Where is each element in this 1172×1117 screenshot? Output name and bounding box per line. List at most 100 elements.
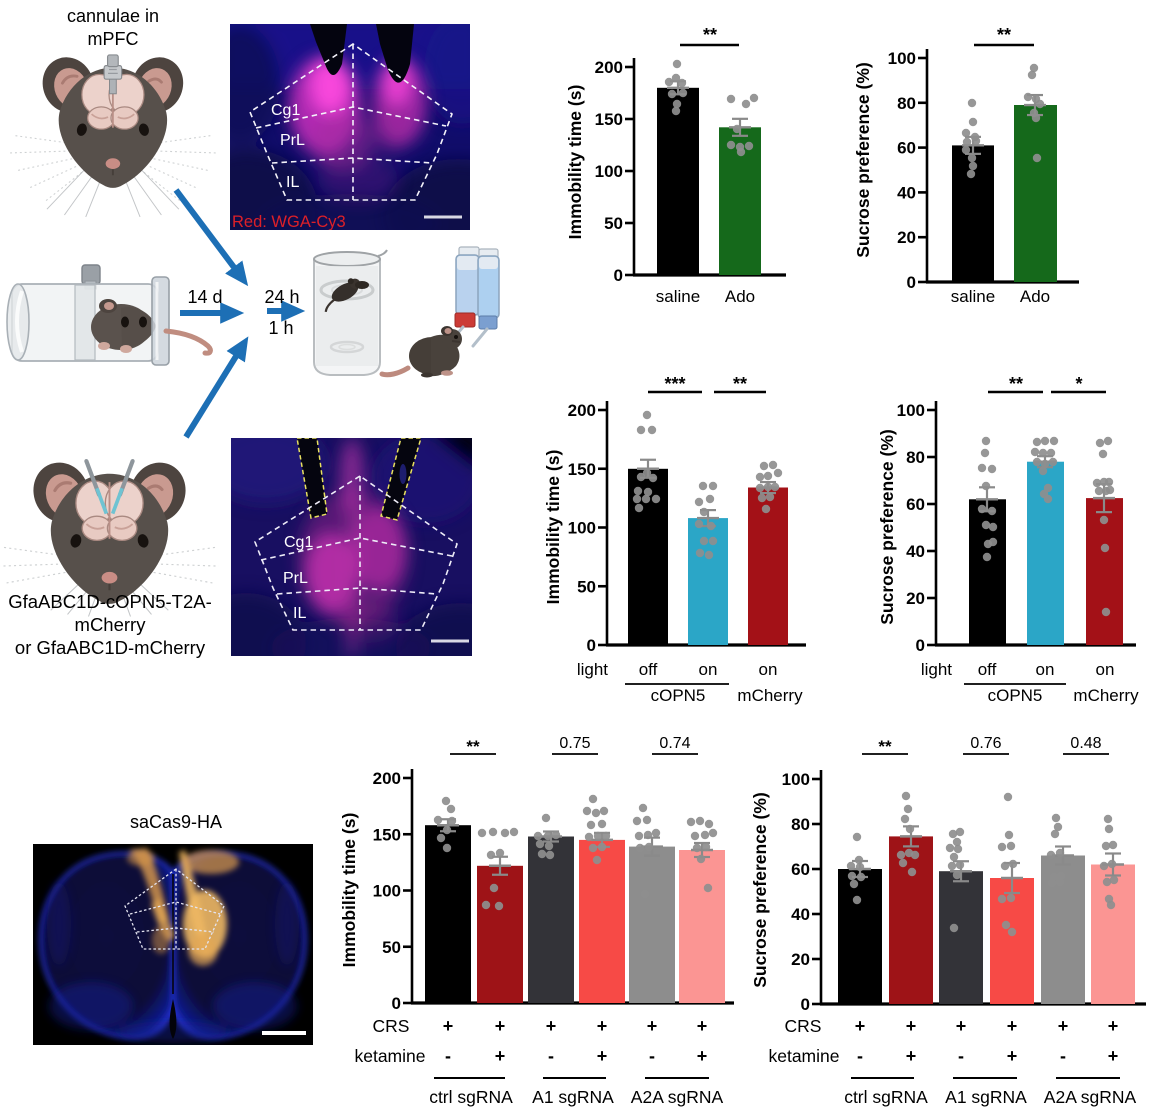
svg-text:+: + — [697, 1046, 708, 1066]
svg-text:20: 20 — [791, 950, 810, 969]
svg-text:+: + — [1007, 1046, 1018, 1066]
svg-text:+: + — [855, 1016, 866, 1036]
svg-text:40: 40 — [906, 542, 925, 561]
svg-text:80: 80 — [906, 448, 925, 467]
svg-text:200: 200 — [595, 58, 623, 77]
svg-text:Cg1: Cg1 — [284, 534, 313, 551]
svg-text:*: * — [1075, 374, 1082, 394]
svg-text:Sucrose preference (%): Sucrose preference (%) — [853, 62, 873, 258]
svg-text:80: 80 — [897, 94, 916, 113]
svg-text:+: + — [597, 1046, 608, 1066]
svg-text:mCherry: mCherry — [75, 614, 147, 635]
svg-text:Ado: Ado — [725, 287, 755, 306]
svg-text:+: + — [495, 1016, 506, 1036]
svg-text:-: - — [958, 1046, 964, 1066]
svg-text:+: + — [495, 1046, 506, 1066]
svg-text:20: 20 — [906, 589, 925, 608]
svg-text:50: 50 — [382, 938, 401, 957]
svg-text:A1 sgRNA: A1 sgRNA — [532, 1087, 614, 1107]
svg-text:ketamine: ketamine — [768, 1046, 839, 1066]
svg-text:on: on — [759, 660, 778, 679]
svg-text:light: light — [921, 660, 952, 679]
svg-text:light: light — [577, 660, 608, 679]
svg-text:14 d: 14 d — [187, 287, 222, 307]
svg-text:50: 50 — [604, 214, 623, 233]
svg-text:+: + — [1007, 1016, 1018, 1036]
svg-text:100: 100 — [568, 519, 596, 538]
svg-text:0: 0 — [587, 636, 596, 655]
svg-text:Immobility time (s): Immobility time (s) — [565, 85, 585, 240]
svg-text:saCas9-HA: saCas9-HA — [130, 812, 222, 832]
svg-text:60: 60 — [906, 495, 925, 514]
svg-text:0: 0 — [907, 273, 916, 292]
svg-text:Ado: Ado — [1020, 287, 1050, 306]
svg-text:+: + — [443, 1016, 454, 1036]
svg-text:1 h: 1 h — [268, 318, 293, 338]
svg-text:150: 150 — [595, 110, 623, 129]
svg-text:-: - — [548, 1046, 554, 1066]
svg-text:ctrl sgRNA: ctrl sgRNA — [429, 1087, 513, 1107]
svg-text:Red: WGA-Cy3: Red: WGA-Cy3 — [232, 213, 346, 231]
svg-text:or GfaABC1D-mCherry: or GfaABC1D-mCherry — [15, 637, 206, 658]
svg-text:Sucrose preference (%): Sucrose preference (%) — [750, 792, 770, 988]
svg-text:ctrl sgRNA: ctrl sgRNA — [844, 1087, 928, 1107]
svg-text:0: 0 — [392, 994, 401, 1013]
svg-text:40: 40 — [791, 905, 810, 924]
svg-text:+: + — [597, 1016, 608, 1036]
svg-text:+: + — [1108, 1046, 1119, 1066]
svg-text:+: + — [546, 1016, 557, 1036]
svg-text:**: ** — [878, 737, 892, 756]
svg-text:A1 sgRNA: A1 sgRNA — [945, 1087, 1027, 1107]
svg-text:**: ** — [466, 737, 480, 756]
svg-text:200: 200 — [568, 401, 596, 420]
svg-text:saline: saline — [951, 287, 995, 306]
svg-text:Cg1: Cg1 — [271, 102, 300, 119]
svg-text:IL: IL — [293, 605, 306, 622]
svg-text:150: 150 — [373, 825, 401, 844]
svg-text:50: 50 — [577, 577, 596, 596]
svg-text:200: 200 — [373, 769, 401, 788]
svg-text:-: - — [857, 1046, 863, 1066]
svg-text:Immobility time (s): Immobility time (s) — [543, 450, 563, 605]
svg-text:80: 80 — [791, 815, 810, 834]
svg-text:mCherry: mCherry — [737, 686, 803, 705]
svg-text:150: 150 — [568, 460, 596, 479]
svg-text:100: 100 — [595, 162, 623, 181]
svg-text:Sucrose preference (%): Sucrose preference (%) — [877, 429, 897, 625]
svg-text:24 h: 24 h — [264, 287, 299, 307]
svg-text:GfaABC1D-cOPN5-T2A-: GfaABC1D-cOPN5-T2A- — [8, 591, 212, 612]
svg-text:mPFC: mPFC — [88, 29, 139, 49]
svg-text:0.48: 0.48 — [1070, 735, 1101, 752]
svg-text:+: + — [906, 1016, 917, 1036]
svg-text:+: + — [697, 1016, 708, 1036]
svg-text:+: + — [956, 1016, 967, 1036]
svg-text:-: - — [445, 1046, 451, 1066]
svg-text:CRS: CRS — [373, 1016, 410, 1036]
svg-text:cOPN5: cOPN5 — [988, 686, 1043, 705]
svg-text:+: + — [906, 1046, 917, 1066]
svg-text:cannulae in: cannulae in — [67, 6, 159, 26]
svg-text:ketamine: ketamine — [354, 1046, 425, 1066]
svg-text:mCherry: mCherry — [1073, 686, 1139, 705]
svg-text:saline: saline — [656, 287, 700, 306]
svg-text:0.76: 0.76 — [970, 735, 1001, 752]
svg-text:Immobility time (s): Immobility time (s) — [339, 813, 359, 968]
svg-text:on: on — [699, 660, 718, 679]
svg-text:100: 100 — [888, 49, 916, 68]
svg-text:+: + — [647, 1016, 658, 1036]
svg-text:100: 100 — [373, 882, 401, 901]
svg-text:0.75: 0.75 — [559, 735, 590, 752]
svg-text:100: 100 — [897, 401, 925, 420]
svg-text:***: *** — [664, 374, 685, 394]
svg-text:**: ** — [703, 25, 717, 45]
svg-text:off: off — [639, 660, 658, 679]
svg-text:60: 60 — [791, 860, 810, 879]
svg-text:100: 100 — [782, 770, 810, 789]
svg-text:on: on — [1096, 660, 1115, 679]
svg-text:IL: IL — [286, 174, 299, 191]
svg-text:off: off — [978, 660, 997, 679]
svg-text:-: - — [649, 1046, 655, 1066]
svg-text:0: 0 — [916, 636, 925, 655]
svg-text:**: ** — [997, 25, 1011, 45]
svg-text:0: 0 — [801, 995, 810, 1014]
